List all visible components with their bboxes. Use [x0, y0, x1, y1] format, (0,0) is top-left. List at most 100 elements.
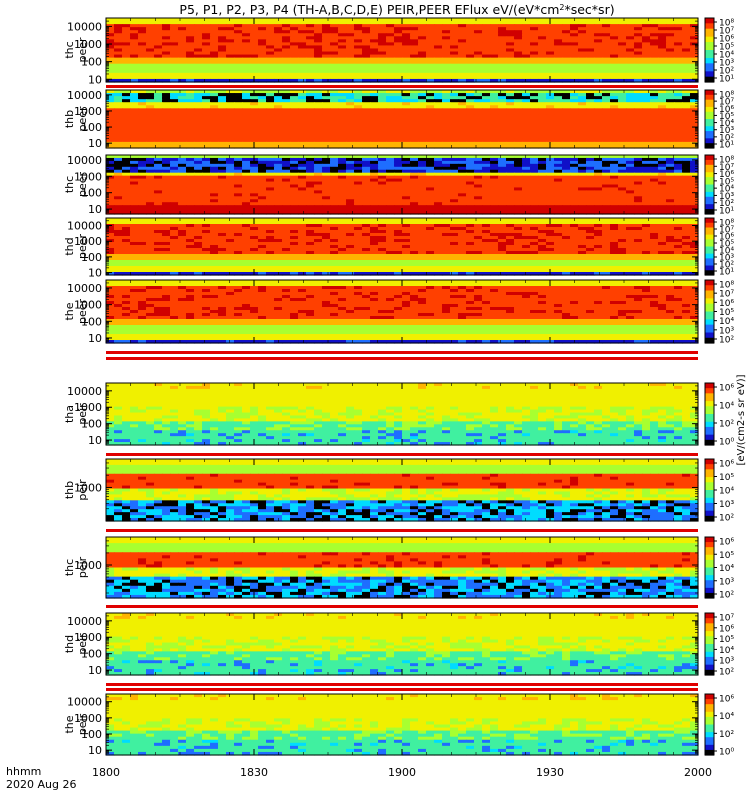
spectrogram-cell	[362, 123, 371, 128]
spectrogram-cell	[290, 126, 299, 131]
spectrogram-cell	[458, 120, 467, 125]
spectrogram-cell	[674, 39, 683, 43]
spectrogram-cell	[466, 190, 475, 194]
spectrogram-cell	[306, 42, 315, 47]
spectrogram-cell	[258, 21, 267, 25]
spectrogram-cell	[322, 202, 331, 206]
spectrogram-cell	[394, 144, 403, 149]
spectrogram-cell	[586, 187, 595, 191]
spectrogram-cell	[666, 211, 675, 215]
spectrogram-cell	[298, 117, 307, 122]
spectrogram-cell	[586, 166, 595, 171]
colorbar-segment	[705, 131, 714, 135]
spectrogram-cell	[146, 36, 155, 40]
spectrogram-cell	[114, 33, 123, 37]
spectrogram-cell	[378, 21, 387, 25]
spectrogram-cell	[442, 99, 451, 103]
spectrogram-cell	[682, 63, 691, 68]
spectrogram-cell	[282, 144, 291, 149]
spectrogram-cell	[610, 54, 619, 59]
spectrogram-cell	[106, 138, 115, 143]
spectrogram-cell	[594, 135, 603, 140]
spectrogram-cell	[322, 63, 331, 68]
spectrogram-cell	[410, 96, 419, 100]
spectrogram-cell	[194, 105, 203, 109]
spectrogram-cell	[274, 108, 283, 112]
spectrogram-cell	[186, 33, 195, 37]
spectrogram-cell	[586, 96, 595, 100]
spectrogram-cell	[234, 42, 243, 47]
spectrogram-cell	[554, 117, 563, 122]
spectrogram-cell	[282, 141, 291, 146]
spectrogram-cell	[282, 114, 291, 119]
spectrogram-cell	[426, 60, 435, 65]
spectrogram-cell	[514, 129, 523, 134]
spectrogram-cell	[490, 138, 499, 143]
spectrogram-cell	[170, 211, 179, 215]
spectrogram-cell	[218, 193, 227, 197]
spectrogram-cell	[218, 24, 227, 28]
spectrogram-cell	[450, 163, 459, 168]
spectrogram-cell	[570, 51, 579, 56]
spectrogram-cell	[370, 187, 379, 191]
spectrogram-cell	[226, 108, 235, 112]
spectrogram-cell	[490, 24, 499, 28]
spectrogram-cell	[554, 78, 563, 83]
spectrogram-cell	[434, 90, 443, 94]
spectrogram-cell	[170, 169, 179, 174]
spectrogram-cell	[562, 72, 571, 77]
spectrogram-cell	[530, 117, 539, 122]
spectrogram-cell	[674, 111, 683, 116]
spectrogram-cell	[178, 144, 187, 149]
spectrogram-cell	[482, 141, 491, 146]
colorbar-segment	[705, 60, 714, 64]
spectrogram-cell	[338, 199, 347, 203]
spectrogram-cell	[570, 166, 579, 171]
spectrogram-cell	[458, 126, 467, 131]
spectrogram-cell	[674, 157, 683, 162]
spectrogram-cell	[290, 129, 299, 134]
spectrogram-cell	[130, 163, 139, 168]
spectrogram-cell	[594, 129, 603, 134]
colorbar-segment	[705, 34, 714, 38]
spectrogram-cell	[218, 63, 227, 68]
spectrogram-cell	[458, 33, 467, 37]
spectrogram-cell	[338, 102, 347, 106]
spectrogram-cell	[362, 132, 371, 137]
spectrogram-cell	[282, 120, 291, 125]
spectrogram-cell	[410, 51, 419, 56]
spectrogram-cell	[162, 135, 171, 140]
spectrogram-cell	[554, 132, 563, 137]
spectrogram-cell	[258, 169, 267, 174]
spectrogram-cell	[242, 75, 251, 80]
spectrogram-cell	[554, 63, 563, 68]
spectrogram-cell	[242, 120, 251, 125]
spectrogram-cell	[530, 99, 539, 103]
spectrogram-cell	[610, 172, 619, 177]
spectrogram-cell	[218, 108, 227, 112]
spectrogram-cell	[554, 39, 563, 43]
spectrogram-cell	[642, 18, 651, 22]
spectrogram-cell	[338, 193, 347, 197]
spectrogram-cell	[594, 66, 603, 71]
spectrogram-cell	[210, 69, 219, 74]
spectrogram-cell	[642, 66, 651, 71]
spectrogram-cell	[562, 175, 571, 180]
spectrogram-cell	[626, 30, 635, 34]
spectrogram-cell	[434, 141, 443, 146]
spectrogram-cell	[114, 166, 123, 171]
spectrogram-cell	[362, 129, 371, 134]
y-tick-label: 100	[81, 121, 102, 134]
spectrogram-cell	[346, 205, 355, 209]
spectrogram-cell	[330, 175, 339, 180]
spectrogram-cell	[450, 129, 459, 134]
spectrogram-cell	[626, 72, 635, 77]
spectrogram-cell	[666, 63, 675, 68]
spectrogram-cell	[586, 193, 595, 197]
spectrogram-cell	[506, 181, 515, 186]
spectrogram-cell	[394, 66, 403, 71]
spectrogram-cell	[482, 123, 491, 128]
spectrogram-cell	[474, 193, 483, 197]
spectrogram-cell	[554, 190, 563, 194]
spectrogram-cell	[442, 120, 451, 125]
